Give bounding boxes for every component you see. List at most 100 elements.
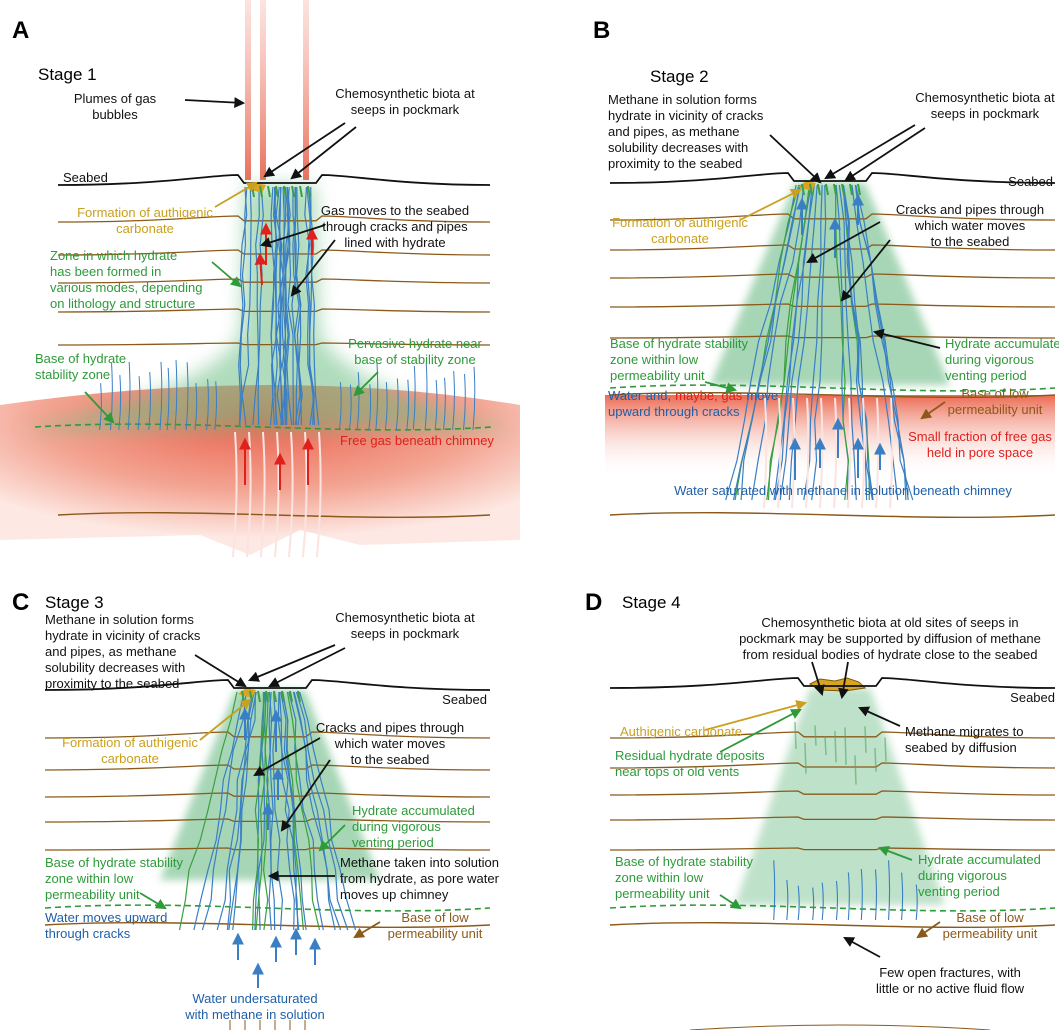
crack (201, 691, 247, 931)
label-line: Chemosynthetic biota at old sites of see… (761, 615, 1018, 630)
crack (812, 887, 815, 921)
label-part: move (746, 388, 778, 403)
hydrate-zone (20, 185, 515, 430)
crack (239, 186, 248, 426)
stratum-line (609, 303, 1056, 308)
label-line: upward through cracks (608, 404, 740, 419)
label-line: from residual bodies of hydrate close to… (743, 647, 1038, 662)
stage-title: Stage 3 (45, 593, 104, 612)
label-line: Seabed (63, 170, 108, 185)
biota (841, 183, 845, 196)
arrow (199, 698, 252, 741)
seabed-line (44, 679, 491, 691)
crack (232, 691, 257, 931)
crack (285, 186, 293, 426)
crack (286, 186, 294, 426)
hydrate-stability-base (609, 384, 1056, 392)
arrow (838, 661, 849, 700)
crack (214, 381, 218, 431)
crack (773, 860, 776, 921)
label-line: permeability unit (948, 402, 1043, 417)
label-line: Methane taken into solution (340, 855, 499, 870)
arrow (811, 661, 825, 697)
label-line: and pipes, as methane (608, 124, 740, 139)
arrow (139, 892, 167, 910)
stratum-line (609, 335, 1056, 339)
stratum-line (44, 792, 491, 798)
crack (835, 880, 839, 921)
residual-hydrate (834, 731, 837, 763)
crack (252, 691, 265, 931)
stratum-line (57, 278, 491, 284)
label-line: seabed by diffusion (905, 740, 1017, 755)
crack (137, 376, 141, 431)
label-line: venting period (352, 835, 434, 850)
crack (338, 382, 342, 431)
stratum-line (609, 816, 1056, 821)
hydrate-stability-base (34, 423, 493, 431)
label-line: Few open fractures, with (879, 965, 1021, 980)
residual-hydrate (794, 722, 797, 749)
label-line: Water and, maybe, gas move (608, 388, 778, 403)
crack (277, 691, 295, 931)
stratum-line (609, 847, 1056, 851)
label-line: various modes, depending (50, 280, 203, 295)
label-line: Free gas beneath chimney (340, 433, 494, 448)
label-line: during vigorous (945, 352, 1034, 367)
label-line: Methane in solution forms (608, 92, 757, 107)
label-line: pockmark may be supported by diffusion o… (739, 631, 1041, 646)
label-line: from hydrate, as pore water (340, 871, 500, 886)
crack (384, 382, 388, 431)
label-line: solubility decreases with (608, 140, 748, 155)
crack (272, 691, 284, 931)
crack (216, 691, 253, 931)
residual-hydrate (874, 748, 877, 772)
label-line: permeability unit (943, 926, 1038, 941)
stage-title: Stage 2 (650, 67, 709, 86)
gas-plume (245, 0, 251, 180)
label-line: permeability unit (388, 926, 483, 941)
crack (252, 186, 260, 426)
seabed-bottom (689, 1024, 991, 1030)
label-line: hydrate in vicinity of cracks (608, 108, 764, 123)
arrow (858, 706, 901, 727)
arrow (194, 654, 247, 688)
water-conduit (819, 397, 824, 509)
label-line: Base of hydrate (35, 351, 126, 366)
water-conduit (889, 397, 894, 509)
label-line: Base of hydrate stability (610, 336, 749, 351)
biota (833, 183, 837, 196)
water-conduit (861, 397, 866, 509)
label-part: maybe, gas (675, 388, 743, 403)
crack (275, 186, 283, 426)
crack (751, 184, 805, 501)
seabed-line (609, 172, 1056, 184)
label-line: zone within low (45, 871, 134, 886)
arrow (184, 97, 246, 108)
crack (732, 184, 801, 501)
crack (375, 361, 379, 431)
label-line: Chemosynthetic biota at (335, 86, 475, 101)
label-line: near tops of old vents (615, 764, 740, 779)
label-line: Seabed (442, 692, 487, 707)
hydrate-stability-base (609, 904, 1056, 912)
label-line: Seabed (1008, 174, 1053, 189)
stratum-line (57, 342, 491, 346)
label-line: stability zone (35, 367, 110, 382)
label-line: through cracks (45, 926, 131, 941)
residual-hydrate (864, 726, 867, 753)
gas-conduit (260, 431, 266, 558)
biota (257, 690, 261, 703)
label-line: Water saturated with methane in solution… (674, 483, 1012, 498)
stratum-line (609, 790, 1056, 796)
crack (395, 378, 399, 431)
crack (148, 371, 152, 431)
label-line: Methane in solution forms (45, 612, 194, 627)
crack (206, 379, 209, 431)
label-line: base of stability zone (354, 352, 475, 367)
label-line: Methane migrates to (905, 724, 1024, 739)
crack (299, 691, 357, 931)
crack (774, 184, 813, 501)
label-line: venting period (945, 368, 1027, 383)
crack (292, 186, 301, 426)
